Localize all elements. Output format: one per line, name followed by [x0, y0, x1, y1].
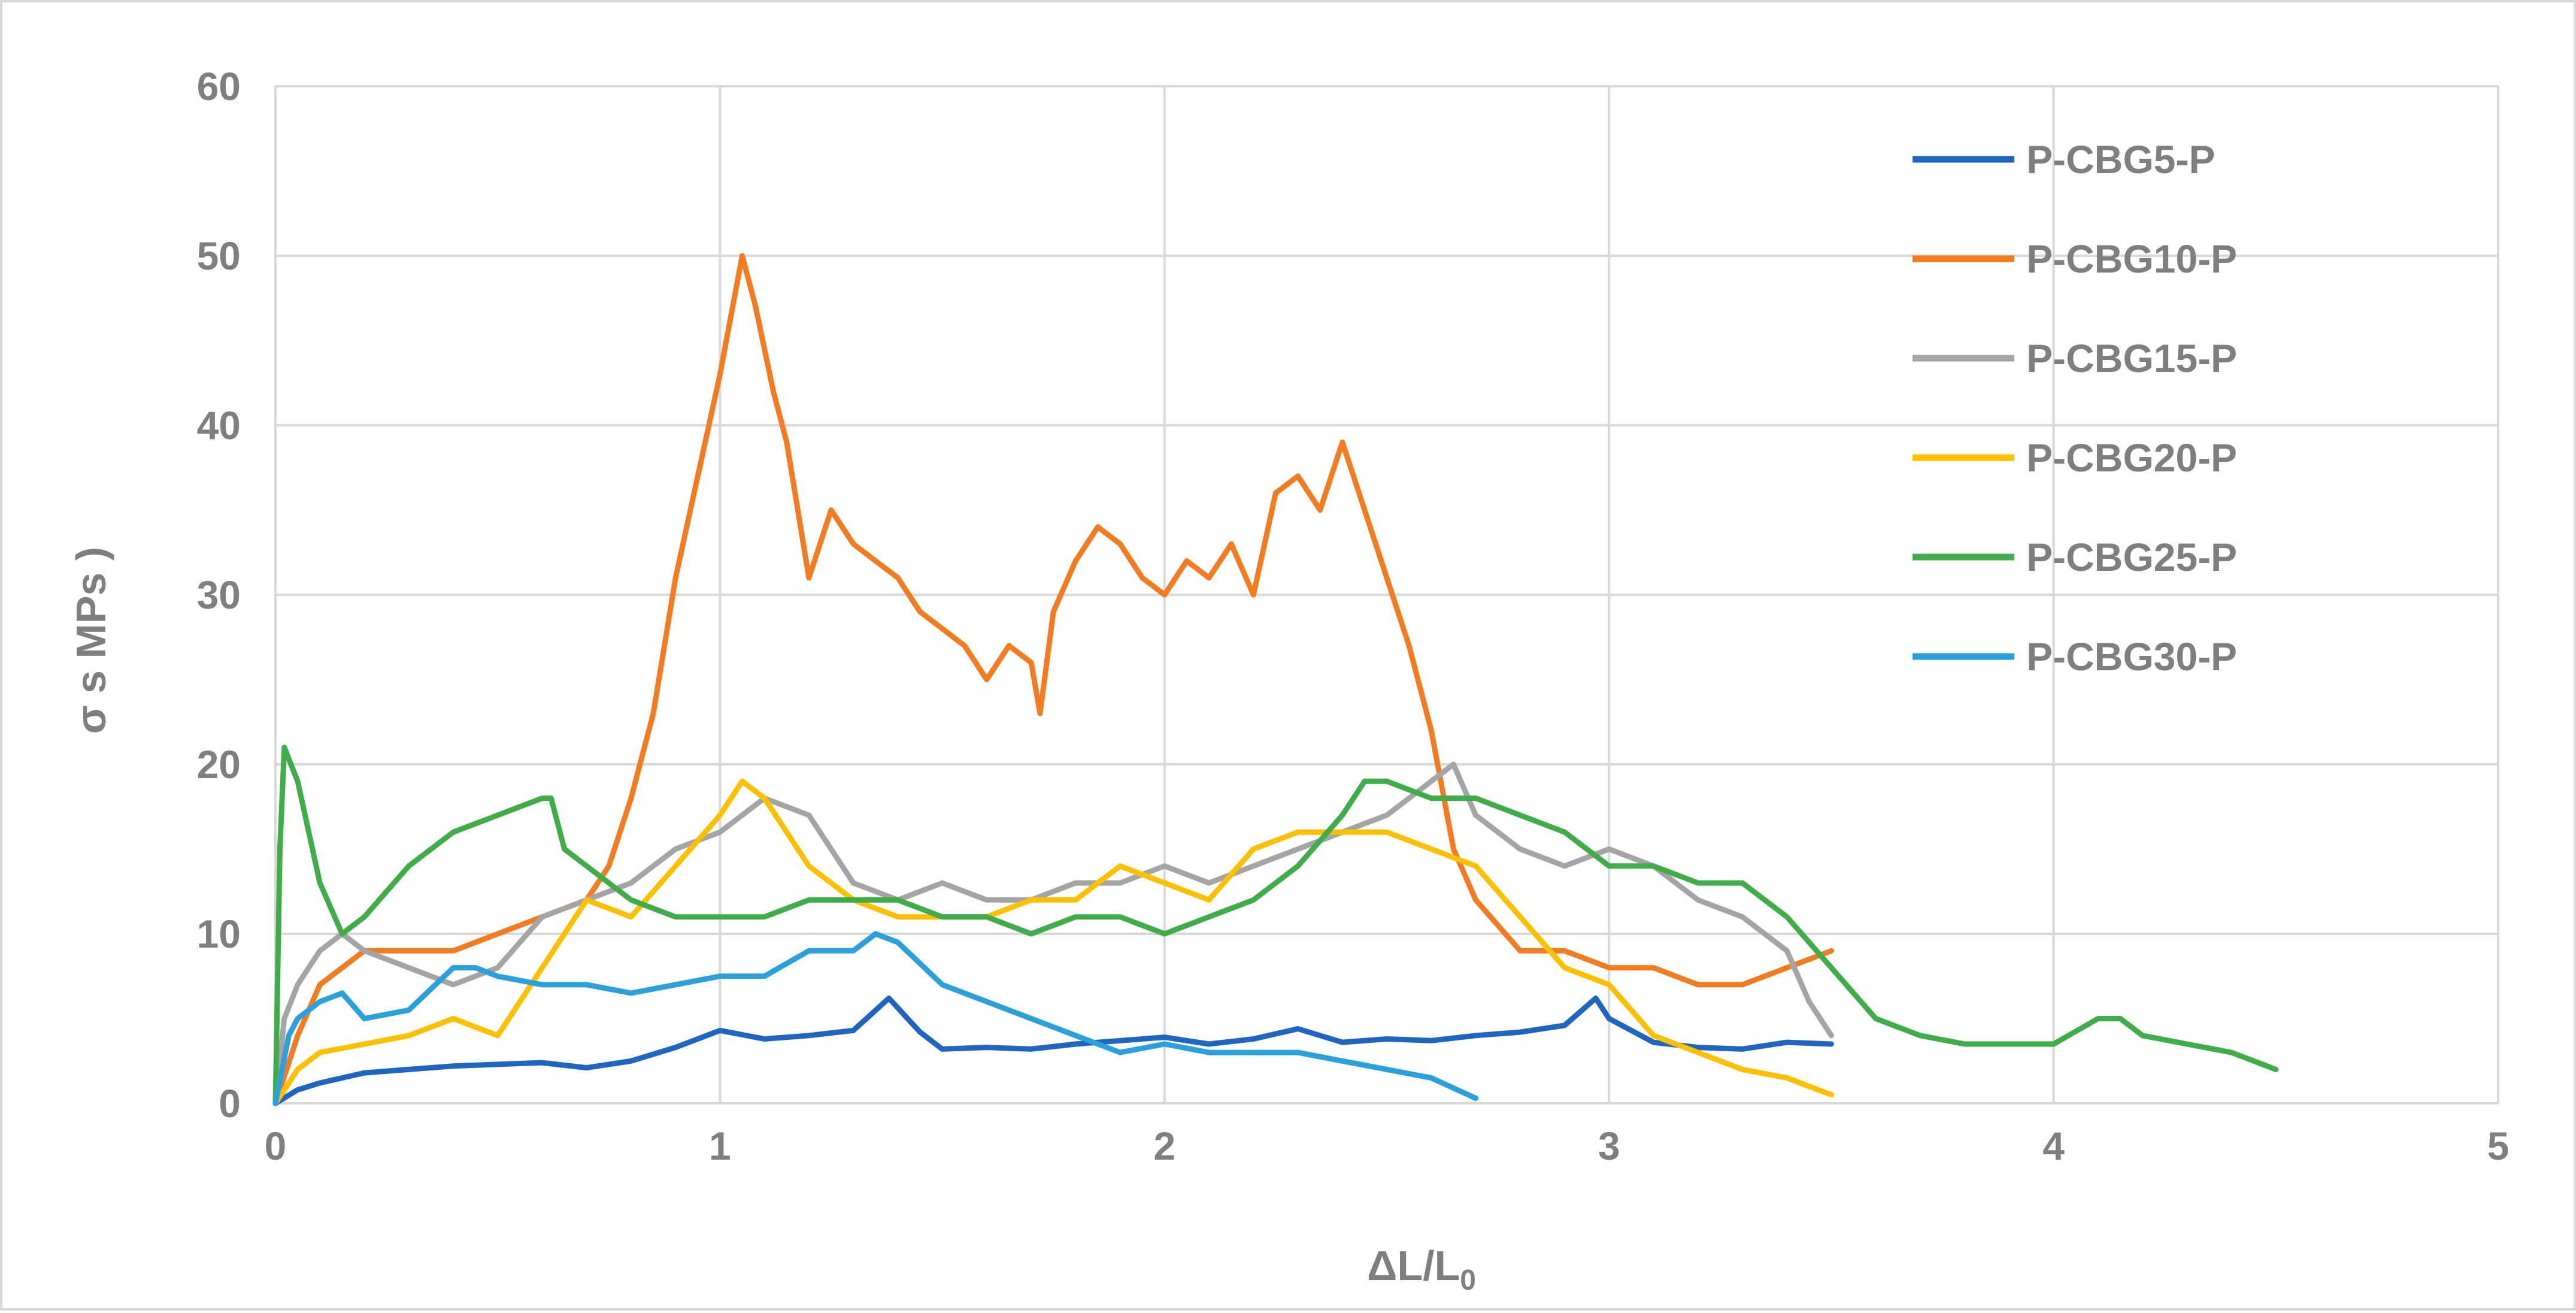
legend-label: P-CBG25-P	[2026, 535, 2237, 579]
x-tick-label: 5	[2487, 1124, 2510, 1168]
series-line-p-cbg25-p	[272, 745, 2279, 1106]
y-axis-title: σ s MPs )	[68, 547, 114, 734]
series-lines	[272, 253, 2279, 1106]
y-tick-label: 40	[197, 403, 241, 447]
series-line-p-cbg10-p	[272, 253, 1834, 1106]
x-axis-title-main: ΔL/L	[1367, 1242, 1460, 1289]
x-tick-label: 0	[265, 1124, 287, 1168]
x-tick-label: 2	[1153, 1124, 1175, 1168]
legend-label: P-CBG15-P	[2026, 336, 2237, 380]
y-tick-label: 50	[197, 234, 241, 278]
y-tick-label: 30	[197, 573, 241, 617]
series-line-p-cbg30-p	[272, 931, 1478, 1106]
x-tick-label: 3	[1598, 1124, 1620, 1168]
y-tick-label: 0	[219, 1081, 241, 1126]
y-tick-label: 60	[197, 64, 241, 108]
x-tick-label: 1	[709, 1124, 731, 1168]
legend-label: P-CBG20-P	[2026, 435, 2237, 480]
x-tick-label: 4	[2042, 1124, 2065, 1168]
gridlines	[274, 85, 2499, 1105]
series-line-p-cbg5-p	[272, 996, 1834, 1106]
y-axis-ticks: 0 10 20 30 40 50 60	[197, 64, 241, 1126]
legend-label: P-CBG10-P	[2026, 237, 2237, 281]
x-axis-title: ΔL/L0	[1367, 1242, 1476, 1296]
legend: P-CBG5-P P-CBG10-P P-CBG15-P P-CBG20-P P-CBG…	[1913, 137, 2237, 679]
y-tick-label: 20	[197, 742, 241, 786]
series-line-p-cbg20-p	[272, 778, 1834, 1106]
y-tick-label: 10	[197, 912, 241, 956]
x-axis-ticks: 0 1 2 3 4 5	[265, 1124, 2510, 1168]
legend-label: P-CBG5-P	[2026, 137, 2215, 181]
legend-label: P-CBG30-P	[2026, 634, 2237, 679]
x-axis-title-subscript: 0	[1460, 1264, 1476, 1296]
